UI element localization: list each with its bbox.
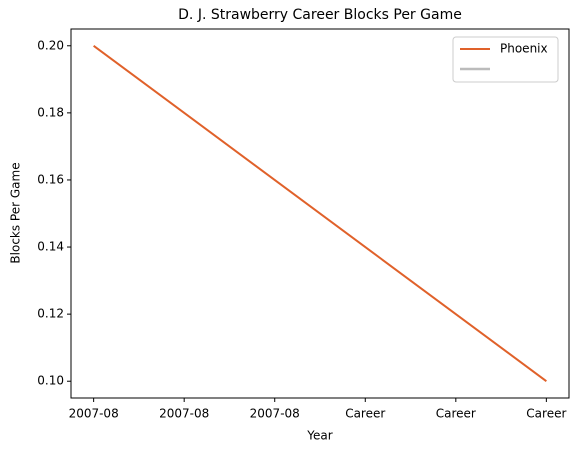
x-tick-label: Career — [526, 407, 566, 421]
line — [93, 44, 547, 383]
axes-frame — [70, 28, 570, 399]
y-tick-label: 0.10 — [37, 374, 64, 388]
x-axis-label: Year — [306, 429, 332, 443]
y-tick-label: 0.14 — [37, 240, 64, 254]
y-tick-label: 0.18 — [37, 105, 64, 119]
x-tick-label: 2007-08 — [250, 407, 300, 421]
x-tick-label: Career — [345, 407, 385, 421]
chart-title: D. J. Strawberry Career Blocks Per Game — [178, 7, 462, 23]
y-tick-label: 0.16 — [37, 172, 64, 186]
x-tick-label: 2007-08 — [159, 407, 209, 421]
x-tick-label: 2007-08 — [69, 407, 119, 421]
y-tick-label: 0.20 — [37, 38, 64, 52]
x-tick-label: Career — [436, 407, 476, 421]
legend-label: Phoenix — [500, 42, 548, 56]
y-axis-label: Blocks Per Game — [9, 162, 23, 263]
y-tick-label: 0.12 — [37, 307, 64, 321]
